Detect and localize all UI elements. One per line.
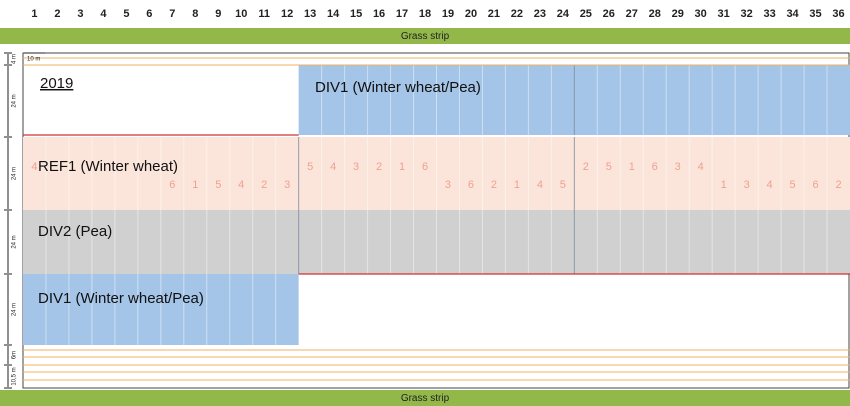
subplot-number: 2 bbox=[491, 179, 497, 191]
column-number: 9 bbox=[215, 8, 221, 20]
column-number: 10 bbox=[235, 8, 247, 20]
column-number: 4 bbox=[100, 8, 107, 20]
subplot-number: 4 bbox=[330, 161, 336, 173]
column-number: 18 bbox=[419, 8, 431, 20]
subplot-number: 6 bbox=[468, 179, 474, 191]
column-number: 12 bbox=[281, 8, 293, 20]
column-number: 17 bbox=[396, 8, 408, 20]
column-number: 1 bbox=[31, 8, 37, 20]
subplot-number: 6 bbox=[652, 161, 658, 173]
plot-label: DIV2 (Pea) bbox=[38, 223, 112, 240]
scale-label: 24 m bbox=[12, 94, 18, 107]
column-number: 8 bbox=[192, 8, 198, 20]
column-number: 26 bbox=[603, 8, 615, 20]
column-number: 22 bbox=[511, 8, 523, 20]
subplot-number: 4 bbox=[31, 161, 37, 173]
subplot-number: 5 bbox=[606, 161, 612, 173]
scale-label: 10 m bbox=[27, 57, 40, 63]
plot-label: DIV1 (Winter wheat/Pea) bbox=[315, 79, 481, 96]
grass-strip-label: Grass strip bbox=[401, 31, 450, 42]
subplot-number: 4 bbox=[767, 179, 773, 191]
column-number: 23 bbox=[534, 8, 546, 20]
column-number: 3 bbox=[77, 8, 83, 20]
grass-strip bbox=[0, 390, 850, 406]
scale-label: 24 m bbox=[12, 303, 18, 316]
scale-label: 10,5 m bbox=[12, 367, 18, 385]
column-number: 19 bbox=[442, 8, 454, 20]
scale-label: 24 m bbox=[12, 167, 18, 180]
subplot-number: 4 bbox=[238, 179, 244, 191]
subplot-number: 2 bbox=[583, 161, 589, 173]
column-number: 29 bbox=[672, 8, 684, 20]
grass-strip-label: Grass strip bbox=[401, 393, 450, 404]
subplot-number: 2 bbox=[835, 179, 841, 191]
subplot-number: 3 bbox=[744, 179, 750, 191]
subplot-number: 6 bbox=[812, 179, 818, 191]
subplot-number: 1 bbox=[721, 179, 727, 191]
subplot-number: 3 bbox=[284, 179, 290, 191]
column-number: 35 bbox=[809, 8, 821, 20]
subplot-number: 4 bbox=[698, 161, 704, 173]
subplot-number: 1 bbox=[514, 179, 520, 191]
subplot-number: 6 bbox=[169, 179, 175, 191]
column-number: 28 bbox=[649, 8, 661, 20]
subplot-number: 4 bbox=[537, 179, 543, 191]
column-number: 2 bbox=[54, 8, 60, 20]
scale-label: 24 m bbox=[12, 235, 18, 248]
column-number: 32 bbox=[741, 8, 753, 20]
column-number: 36 bbox=[832, 8, 844, 20]
plot-area bbox=[23, 210, 850, 274]
subplot-number: 1 bbox=[192, 179, 198, 191]
scale-label: 6m bbox=[12, 351, 18, 359]
subplot-number: 5 bbox=[790, 179, 796, 191]
grass-strip bbox=[0, 28, 850, 44]
column-number: 5 bbox=[123, 8, 129, 20]
plot-label: DIV1 (Winter wheat/Pea) bbox=[38, 290, 204, 307]
plot-area bbox=[23, 137, 850, 210]
column-number: 34 bbox=[786, 8, 799, 20]
subplot-number: 2 bbox=[261, 179, 267, 191]
subplot-number: 2 bbox=[376, 161, 382, 173]
subplot-number: 6 bbox=[422, 161, 428, 173]
subplot-number: 5 bbox=[307, 161, 313, 173]
column-number: 7 bbox=[169, 8, 175, 20]
subplot-number: 5 bbox=[215, 179, 221, 191]
column-number: 25 bbox=[580, 8, 592, 20]
column-number: 33 bbox=[763, 8, 775, 20]
subplot-number: 1 bbox=[399, 161, 405, 173]
plot-label: REF1 (Winter wheat) bbox=[38, 158, 178, 175]
scale-label: 4 m bbox=[12, 54, 18, 64]
subplot-number: 3 bbox=[353, 161, 359, 173]
column-number: 16 bbox=[373, 8, 385, 20]
column-number: 13 bbox=[304, 8, 316, 20]
subplot-number: 5 bbox=[560, 179, 566, 191]
column-number: 11 bbox=[258, 8, 270, 20]
column-number: 30 bbox=[695, 8, 707, 20]
subplot-number: 1 bbox=[629, 161, 635, 173]
column-number: 15 bbox=[350, 8, 362, 20]
column-number: 31 bbox=[718, 8, 730, 20]
column-number: 27 bbox=[626, 8, 638, 20]
year-label: 2019 bbox=[40, 75, 73, 92]
column-number: 6 bbox=[146, 8, 152, 20]
column-number: 20 bbox=[465, 8, 477, 20]
column-number: 24 bbox=[557, 8, 570, 20]
plot-area bbox=[23, 274, 299, 345]
subplot-number: 3 bbox=[445, 179, 451, 191]
column-number: 14 bbox=[327, 8, 340, 20]
subplot-number: 3 bbox=[675, 161, 681, 173]
column-number: 21 bbox=[488, 8, 500, 20]
